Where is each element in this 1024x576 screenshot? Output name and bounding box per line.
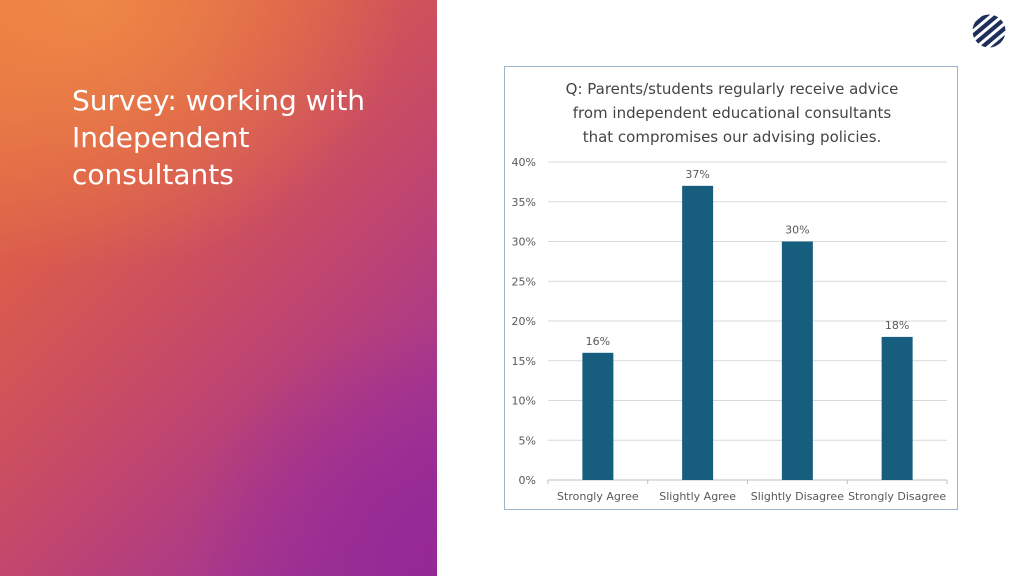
left-gradient-panel: Survey: working with Independent consult…: [0, 0, 437, 576]
y-tick-label: 35%: [512, 196, 536, 209]
bar: [781, 241, 813, 480]
bar-chart-plot: 0% 5% 10% 15% 20% 25% 30% 35% 40% 16% Strongly Agr…: [512, 156, 948, 503]
y-tick-label: 40%: [512, 156, 536, 169]
y-tick-label: 15%: [512, 355, 536, 368]
bar: [881, 336, 913, 480]
x-category-label: Slightly Disagree: [751, 490, 844, 503]
data-label: 30%: [785, 224, 809, 237]
slide-title-line-2: Independent: [72, 121, 250, 154]
chart-title-line-2: from independent educational consultants: [572, 104, 892, 122]
x-category-label: Slightly Agree: [659, 490, 736, 503]
y-tick-label: 20%: [512, 315, 536, 328]
bar: [682, 185, 714, 480]
x-category-label: Strongly Agree: [557, 490, 639, 503]
y-tick-label: 0%: [519, 474, 536, 487]
chart-title-line-1: Q: Parents/students regularly receive ad…: [565, 80, 899, 98]
y-tick-label: 5%: [519, 434, 536, 447]
chart-container: Q: Parents/students regularly receive ad…: [504, 66, 958, 510]
y-tick-label: 30%: [512, 236, 536, 249]
y-tick-label: 25%: [512, 275, 536, 288]
data-label: 16%: [586, 335, 610, 348]
chart-title: Q: Parents/students regularly receive ad…: [505, 77, 959, 149]
striped-circle-logo-icon: [972, 14, 1006, 48]
y-tick-label: 10%: [512, 395, 536, 408]
slide-title-line-3: consultants: [72, 158, 234, 191]
data-label: 37%: [685, 168, 709, 181]
bar: [582, 352, 614, 480]
chart-title-line-3: that compromises our advising policies.: [582, 128, 882, 146]
slide-title: Survey: working with Independent consult…: [72, 82, 412, 193]
slide-title-line-1: Survey: working with: [72, 84, 366, 117]
data-label: 18%: [885, 319, 909, 332]
x-category-label: Strongly Disagree: [848, 490, 946, 503]
